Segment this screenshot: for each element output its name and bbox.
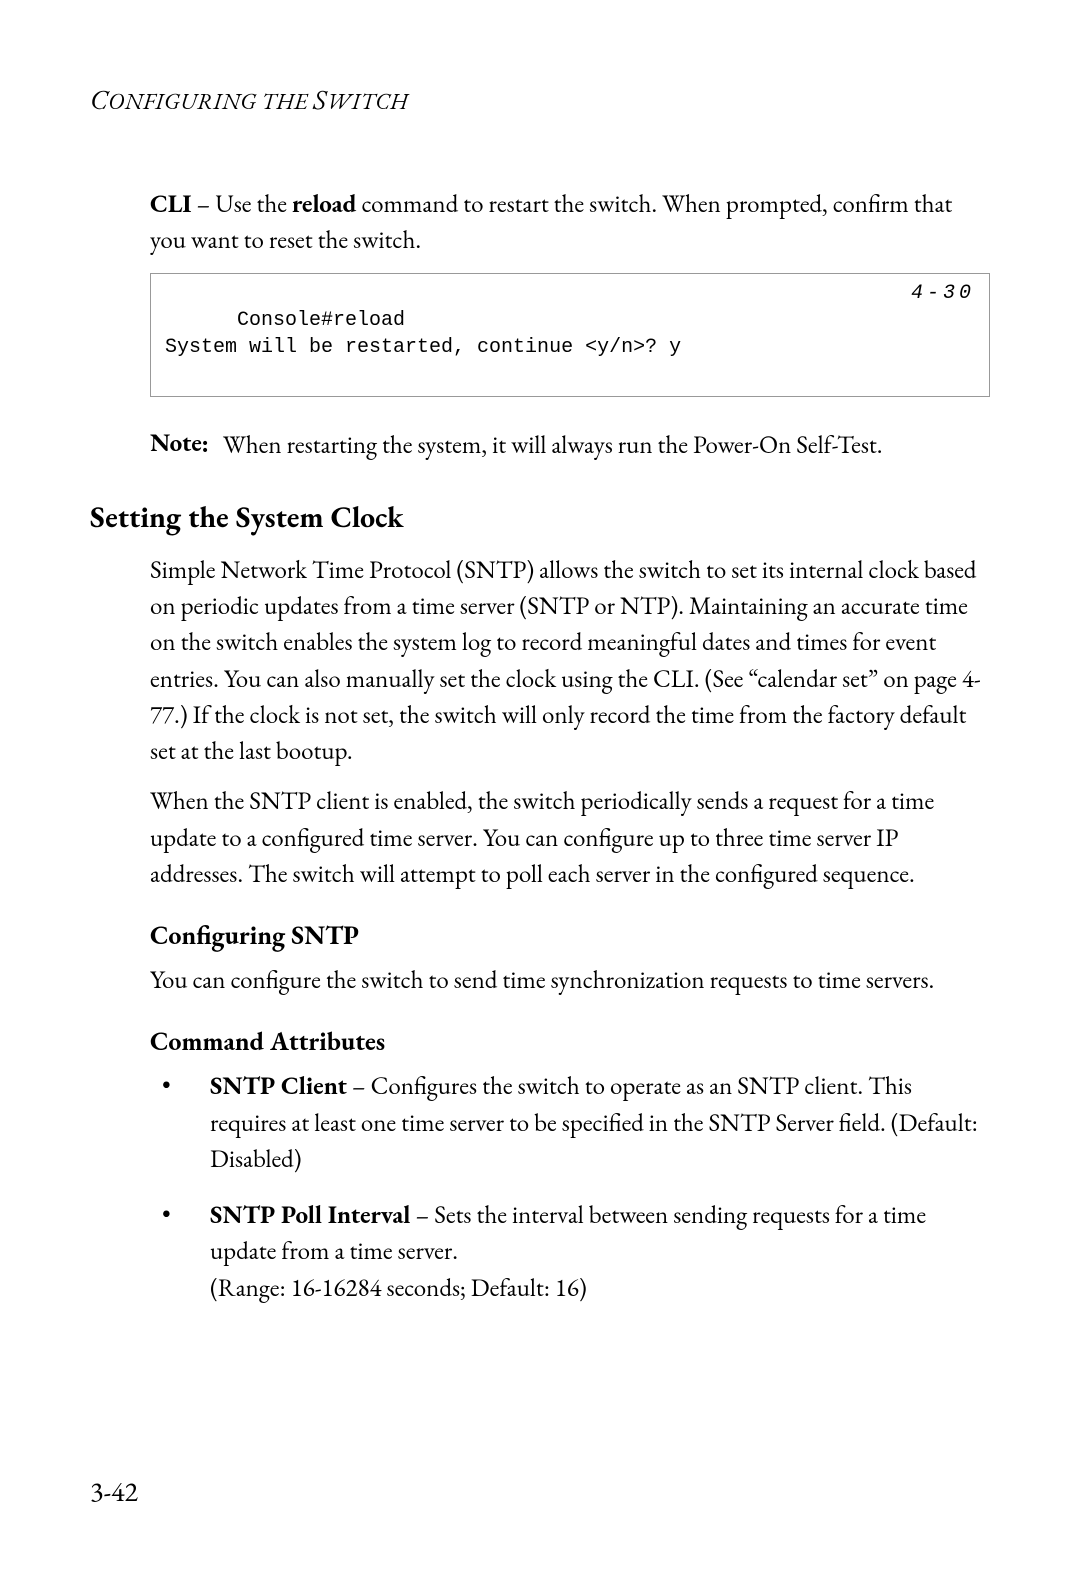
subheading-command-attributes: Command Attributes (150, 1024, 990, 1058)
attr-sep: – (347, 1070, 371, 1102)
cli-sep: – (191, 188, 215, 220)
note-text: When restarting the system, it will alwa… (223, 427, 883, 463)
list-item: SNTP Client – Configures the switch to o… (150, 1068, 990, 1177)
section-body: Simple Network Time Protocol (SNTP) allo… (150, 552, 990, 1306)
note-row: Note: When restarting the system, it wil… (150, 427, 990, 463)
cli-command: reload (292, 188, 356, 220)
sntp-paragraph-2: When the SNTP client is enabled, the swi… (150, 783, 990, 892)
list-item: SNTP Poll Interval – Sets the interval b… (150, 1197, 990, 1306)
code-line-2: System will be restarted, continue <y/n>… (165, 336, 681, 359)
code-reference: 4-30 (911, 280, 975, 307)
running-header: CONFIGURING THE SWITCH (90, 82, 990, 118)
command-attributes-list: SNTP Client – Configures the switch to o… (150, 1068, 990, 1306)
attr-desc-line2: (Range: 16-16284 seconds; Default: 16) (210, 1272, 587, 1304)
page-number: 3-42 (90, 1474, 138, 1510)
note-label: Note: (150, 427, 209, 463)
attr-sep: – (410, 1199, 434, 1231)
sntp-paragraph-1: Simple Network Time Protocol (SNTP) allo… (150, 552, 990, 770)
cli-intro-paragraph: CLI – Use the reload command to restart … (150, 186, 990, 259)
section-heading-system-clock: Setting the System Clock (90, 497, 990, 536)
cli-pre: Use the (215, 188, 292, 220)
code-example-box: 4-30 Console#reload System will be restar… (150, 273, 990, 397)
body-block: CLI – Use the reload command to restart … (150, 186, 990, 463)
code-line-1: Console#reload (237, 309, 405, 332)
subheading-configuring-sntp: Configuring SNTP (150, 918, 990, 952)
page: CONFIGURING THE SWITCH CLI – Use the rel… (0, 0, 1080, 1570)
attr-term: SNTP Poll Interval (210, 1199, 410, 1231)
cli-label: CLI (150, 188, 191, 220)
sntp-paragraph-3: You can configure the switch to send tim… (150, 962, 990, 998)
attr-term: SNTP Client (210, 1070, 347, 1102)
